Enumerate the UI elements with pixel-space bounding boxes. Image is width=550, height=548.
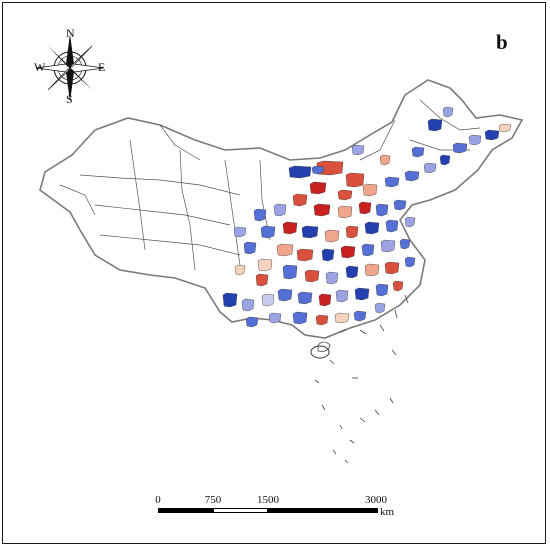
district-region	[276, 243, 294, 257]
scale-tick-750: 750	[204, 494, 222, 506]
scale-segment-3	[268, 508, 378, 513]
district-region	[411, 146, 425, 158]
district-region	[452, 142, 468, 154]
district-region	[296, 248, 314, 262]
district-region	[315, 314, 329, 326]
district-region	[282, 264, 298, 280]
district-region	[318, 293, 332, 307]
scale-tick-1500: 1500	[257, 494, 279, 506]
district-region	[439, 154, 451, 166]
district-region	[273, 203, 287, 217]
district-region	[292, 193, 308, 207]
district-region	[404, 170, 420, 182]
district-region	[255, 273, 269, 287]
district-region	[253, 208, 267, 222]
scale-tick-3000: 3000	[365, 494, 387, 506]
district-region	[393, 199, 407, 211]
scale-segment-1	[158, 508, 213, 513]
district-region	[353, 310, 367, 322]
district-region	[404, 256, 416, 268]
district-region	[313, 203, 331, 217]
district-region	[380, 239, 396, 253]
district-region	[337, 205, 353, 219]
district-region	[340, 245, 356, 259]
district-region	[301, 225, 319, 239]
district-region	[297, 291, 313, 305]
district-region	[468, 134, 482, 146]
district-region	[345, 225, 359, 239]
district-region	[337, 189, 353, 201]
district-region	[384, 176, 400, 188]
district-region	[222, 292, 238, 308]
south-sea-islands	[314, 294, 409, 464]
scale-tick-0: 0	[155, 494, 161, 506]
district-region	[292, 311, 308, 325]
district-region	[375, 203, 389, 217]
panel-label: b	[496, 30, 508, 54]
district-region	[498, 123, 512, 133]
district-region	[358, 201, 372, 215]
district-region	[325, 271, 339, 285]
district-region	[354, 287, 370, 301]
district-region	[385, 219, 399, 233]
compass-north: N	[66, 26, 75, 40]
district-region	[334, 312, 350, 324]
district-region	[362, 183, 378, 197]
district-region	[233, 226, 247, 238]
district-region	[427, 118, 443, 132]
hainan-island	[310, 345, 330, 359]
compass-west: W	[34, 60, 46, 74]
district-region	[345, 172, 365, 188]
district-region	[261, 293, 275, 307]
district-region	[379, 154, 391, 166]
district-region	[311, 165, 325, 175]
district-region	[282, 221, 298, 235]
district-region	[234, 264, 246, 276]
district-region	[257, 258, 273, 272]
district-region	[335, 289, 349, 303]
district-region	[399, 238, 411, 250]
district-region	[384, 261, 400, 275]
district-region	[392, 280, 404, 292]
district-region	[321, 248, 335, 262]
district-region	[260, 225, 276, 239]
district-region	[442, 106, 454, 118]
compass-east: E	[98, 60, 106, 74]
district-region	[304, 269, 320, 283]
scale-segment-2	[213, 508, 268, 513]
district-region	[268, 312, 282, 324]
district-region	[277, 288, 293, 302]
district-region	[364, 263, 380, 277]
district-region	[243, 241, 257, 255]
district-region	[404, 216, 416, 228]
district-region	[345, 265, 359, 279]
district-region	[309, 181, 327, 195]
district-region	[245, 316, 259, 328]
district-region	[351, 144, 365, 156]
district-region	[364, 221, 380, 235]
district-region	[288, 165, 312, 179]
district-region	[241, 298, 255, 312]
district-region	[324, 229, 340, 243]
district-region	[484, 129, 500, 141]
district-region	[423, 162, 437, 174]
compass-rose-icon	[30, 28, 110, 108]
compass-south: S	[66, 92, 73, 106]
district-region	[361, 243, 375, 257]
scale-bar: 0 750 1500 3000 km	[155, 494, 394, 534]
district-region	[375, 283, 389, 297]
scale-unit: km	[380, 506, 395, 518]
district-region	[374, 302, 386, 314]
